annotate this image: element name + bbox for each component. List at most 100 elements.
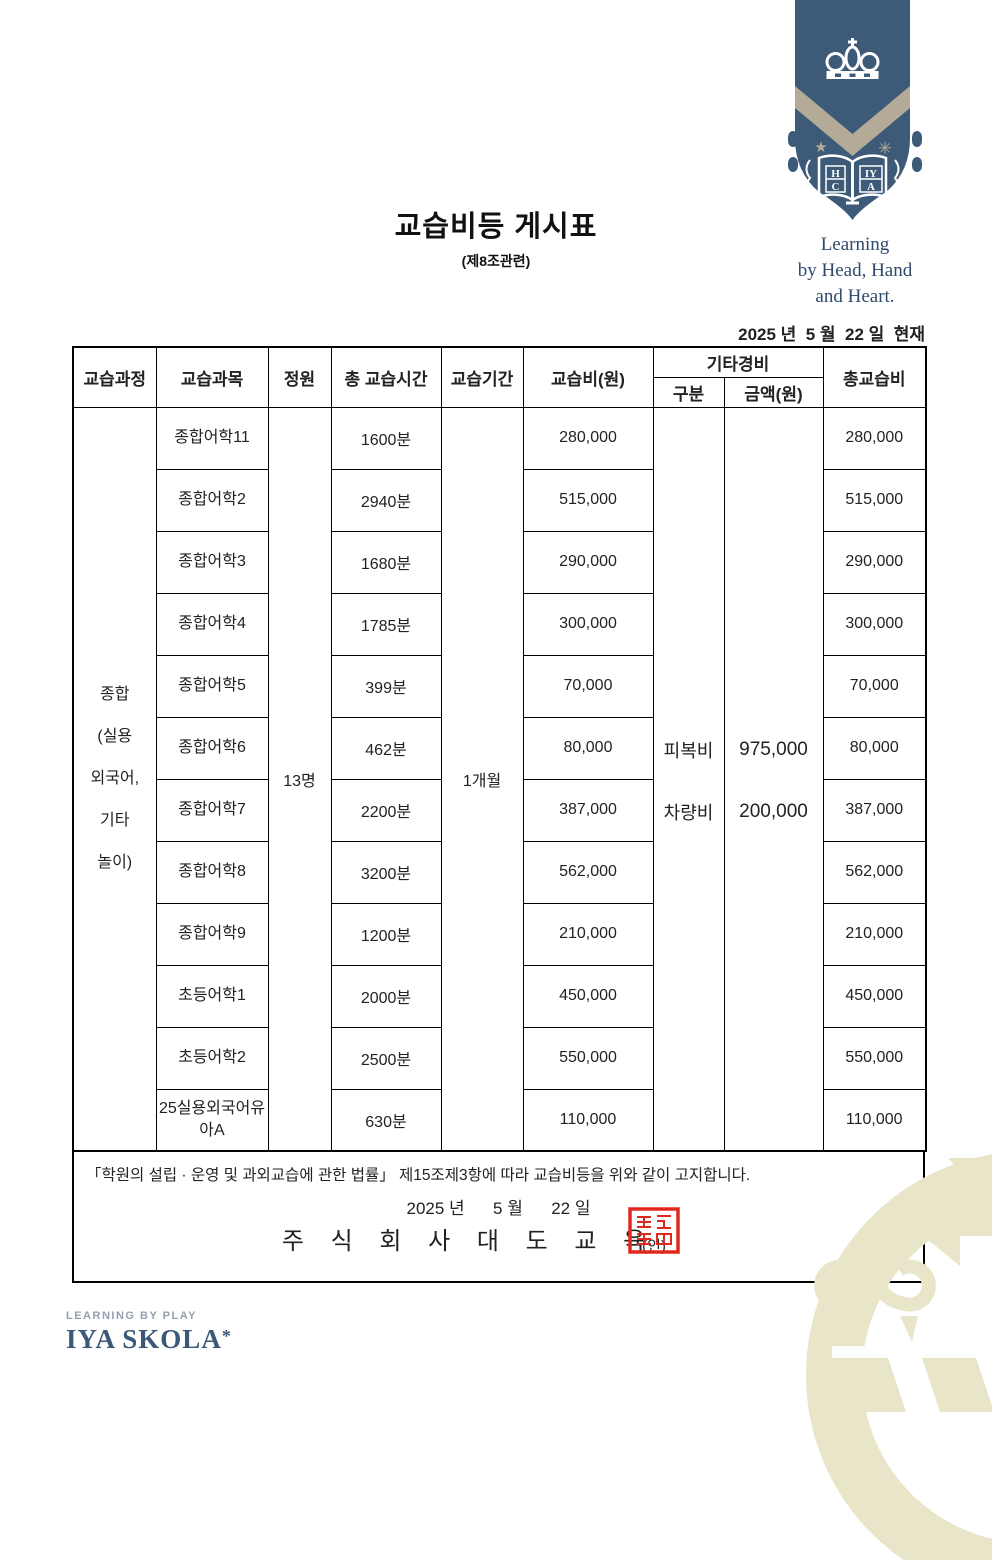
company-seal [628, 1207, 680, 1254]
cell-hours: 399분 [330, 654, 442, 718]
cell-fee: 210,000 [522, 902, 654, 966]
table-row: 종합 (실용 외국어, 기타 놀이) 종합어학11 13명 1600분 1개월 … [72, 406, 927, 1152]
notice-page: { "banner": { "motto_lines": ["Learning"… [66, 0, 992, 1560]
col-header-hours: 총 교습시간 [330, 346, 442, 408]
cell-total: 280,000 [822, 406, 927, 470]
cell-subject: 종합어학6 [155, 716, 269, 780]
col-header-course: 교습과정 [72, 346, 157, 408]
svg-text:C: C [832, 181, 840, 193]
svg-text:A: A [867, 181, 875, 193]
cell-other-fee-amounts: 975,000 200,000 [723, 406, 824, 1152]
cell-total: 300,000 [822, 592, 927, 656]
other-fee-amount: 975,000 [739, 738, 808, 760]
cell-hours: 462분 [330, 716, 442, 780]
cell-subject: 25실용외국어유아A [155, 1088, 269, 1152]
footer-date: 2025 년 5 월 22 일 [406, 1199, 591, 1218]
cell-fee: 300,000 [522, 592, 654, 656]
cell-fee: 387,000 [522, 778, 654, 842]
col-header-period: 교습기간 [440, 346, 524, 408]
cell-fee: 290,000 [522, 530, 654, 594]
svg-text:H: H [831, 168, 840, 180]
iya-skola-logo: LEARNING BY PLAY IYA SKOLA* [66, 1310, 232, 1355]
cell-hours: 2200분 [330, 778, 442, 842]
other-fee-amount: 200,000 [739, 800, 808, 822]
cell-subject: 종합어학7 [155, 778, 269, 842]
notice-footer-box: 「학원의 설립 · 운영 및 과외교습에 관한 법률」 제15조제3항에 따라 … [72, 1150, 925, 1283]
page-title: 교습비등 게시표 [394, 211, 598, 243]
brand-tagline: LEARNING BY PLAY [66, 1310, 197, 1322]
cell-hours: 2940분 [330, 468, 442, 532]
cell-total: 562,000 [822, 840, 927, 904]
col-header-subject: 교습과목 [155, 346, 269, 408]
cell-subject: 초등어학1 [155, 964, 269, 1028]
cell-hours: 3200분 [330, 840, 442, 904]
header-row-2: 구분 금액(원) [73, 376, 926, 408]
cell-subject: 종합어학5 [155, 654, 269, 718]
table-row: 초등어학1 2000분 450,000 450,000 [73, 964, 927, 1028]
page-subtitle: (제8조관련) [461, 253, 531, 269]
cell-period: 1개월 [440, 406, 524, 1152]
tuition-fee-table: 교습과정 교습과목 정원 총 교습시간 교습기간 교습비(원) 기타경비 총교습… [72, 346, 927, 1152]
cell-total: 450,000 [822, 964, 927, 1028]
cell-course: 종합 (실용 외국어, 기타 놀이) [72, 406, 157, 1152]
cell-other-fee-types: 피복비 차량비 [652, 406, 725, 1152]
cell-hours: 630분 [330, 1088, 442, 1152]
cell-subject: 종합어학11 [155, 406, 269, 470]
cell-subject: 종합어학3 [155, 530, 269, 594]
brand-name: IYA SKOLA* [66, 1324, 232, 1354]
book-letters: H IY C A [831, 168, 877, 193]
table-row: 종합어학4 1785분 300,000 300,000 [73, 592, 927, 656]
cell-fee: 550,000 [522, 1026, 654, 1090]
cell-hours: 2000분 [330, 964, 442, 1028]
cell-total: 550,000 [822, 1026, 927, 1090]
cell-total: 80,000 [822, 716, 927, 780]
table-row: 초등어학2 2500분 550,000 550,000 [73, 1026, 927, 1090]
as-of-date: 2025 년 5 월 22 일 현재 [738, 325, 925, 344]
cell-total: 210,000 [822, 902, 927, 966]
star-icon: ★ [814, 139, 827, 156]
cell-hours: 2500분 [330, 1026, 442, 1090]
banner-pennant [795, 0, 910, 220]
other-fee-type: 피복비 [663, 740, 714, 761]
col-header-capacity: 정원 [267, 346, 332, 408]
cell-hours: 1680분 [330, 530, 442, 594]
cell-hours: 1600분 [330, 406, 442, 470]
brand-asterisk-icon: * [221, 1326, 232, 1346]
col-header-fee: 교습비(원) [522, 346, 654, 408]
svg-text:IY: IY [865, 168, 877, 180]
header-row-1: 교습과정 교습과목 정원 총 교습시간 교습기간 교습비(원) 기타경비 총교습… [72, 346, 927, 408]
cell-subject: 종합어학8 [155, 840, 269, 904]
cell-hours: 1785분 [330, 592, 442, 656]
table-row: 종합어학7 2200분 387,000 387,000 [73, 778, 927, 842]
crown-icon [825, 38, 880, 72]
table-row: 종합어학9 1200분 210,000 210,000 [73, 902, 927, 966]
school-crest-banner: ★ ✳ H IY C A [788, 0, 922, 220]
cell-total: 387,000 [822, 778, 927, 842]
cell-fee: 562,000 [522, 840, 654, 904]
col-header-other-fees: 기타경비 [652, 346, 824, 378]
col-header-other-type: 구분 [652, 376, 725, 408]
cell-fee: 80,000 [522, 716, 654, 780]
table-row: 25실용외국어유아A 630분 110,000 110,000 [73, 1088, 927, 1152]
cell-subject: 종합어학9 [155, 902, 269, 966]
cell-subject: 초등어학2 [155, 1026, 269, 1090]
cell-fee: 515,000 [522, 468, 654, 532]
cell-fee: 450,000 [522, 964, 654, 1028]
col-header-other-amount: 금액(원) [723, 376, 824, 408]
cell-subject: 종합어학2 [155, 468, 269, 532]
company-name: 주 식 회 사 대 도 교 육 [281, 1228, 656, 1255]
cell-subject: 종합어학4 [155, 592, 269, 656]
other-fee-type: 차량비 [663, 802, 714, 823]
cell-total: 515,000 [822, 468, 927, 532]
cell-fee: 110,000 [522, 1088, 654, 1152]
school-motto: Learning by Head, Hand and Heart. [797, 234, 913, 307]
cell-hours: 1200분 [330, 902, 442, 966]
cell-fee: 280,000 [522, 406, 654, 470]
col-header-total: 총교습비 [822, 346, 927, 408]
cell-fee: 70,000 [522, 654, 654, 718]
cell-total: 110,000 [822, 1088, 927, 1152]
cell-total: 70,000 [822, 654, 927, 718]
cell-capacity: 13명 [267, 406, 332, 1152]
asterisk-star-icon: ✳ [878, 139, 892, 158]
legal-text: 「학원의 설립 · 운영 및 과외교습에 관한 법률」 제15조제3항에 따라 … [86, 1167, 751, 1184]
